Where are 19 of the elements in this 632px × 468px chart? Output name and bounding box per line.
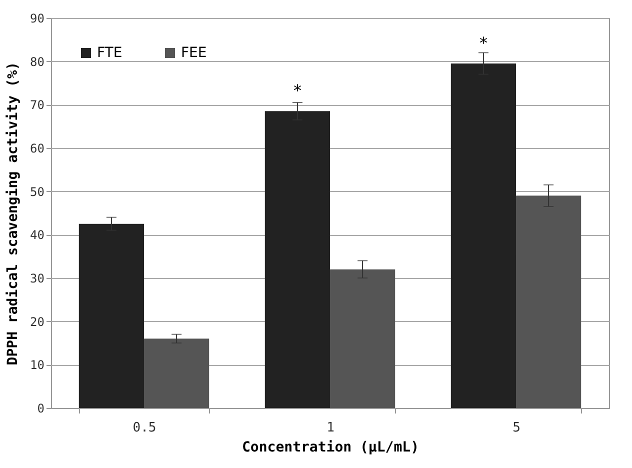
y-tick-label: 60 <box>30 142 44 156</box>
y-tick-label: 40 <box>30 228 44 242</box>
y-tick-label: 0 <box>37 402 44 416</box>
annotation: * <box>479 34 488 52</box>
x-axis-title: Concentration (μL/mL) <box>242 440 420 456</box>
y-tick-label: 70 <box>30 98 44 112</box>
legend-label: FTE <box>97 45 122 61</box>
x-tick-label: 5 <box>512 420 520 436</box>
y-tick-label: 10 <box>30 358 44 372</box>
y-tick-label: 50 <box>30 184 44 199</box>
y-tick-label: 20 <box>30 314 44 329</box>
x-tick-label: 0.5 <box>132 420 156 436</box>
annotation: * <box>293 81 302 100</box>
y-tick-label: 80 <box>30 54 44 69</box>
y-axis-title: DPPH radical scavenging activity (%) <box>5 62 22 366</box>
y-tick-label: 30 <box>30 272 44 286</box>
x-tick-label: 1 <box>326 420 334 436</box>
legend-label: FEE <box>181 45 207 61</box>
y-tick-label: 90 <box>30 12 44 26</box>
